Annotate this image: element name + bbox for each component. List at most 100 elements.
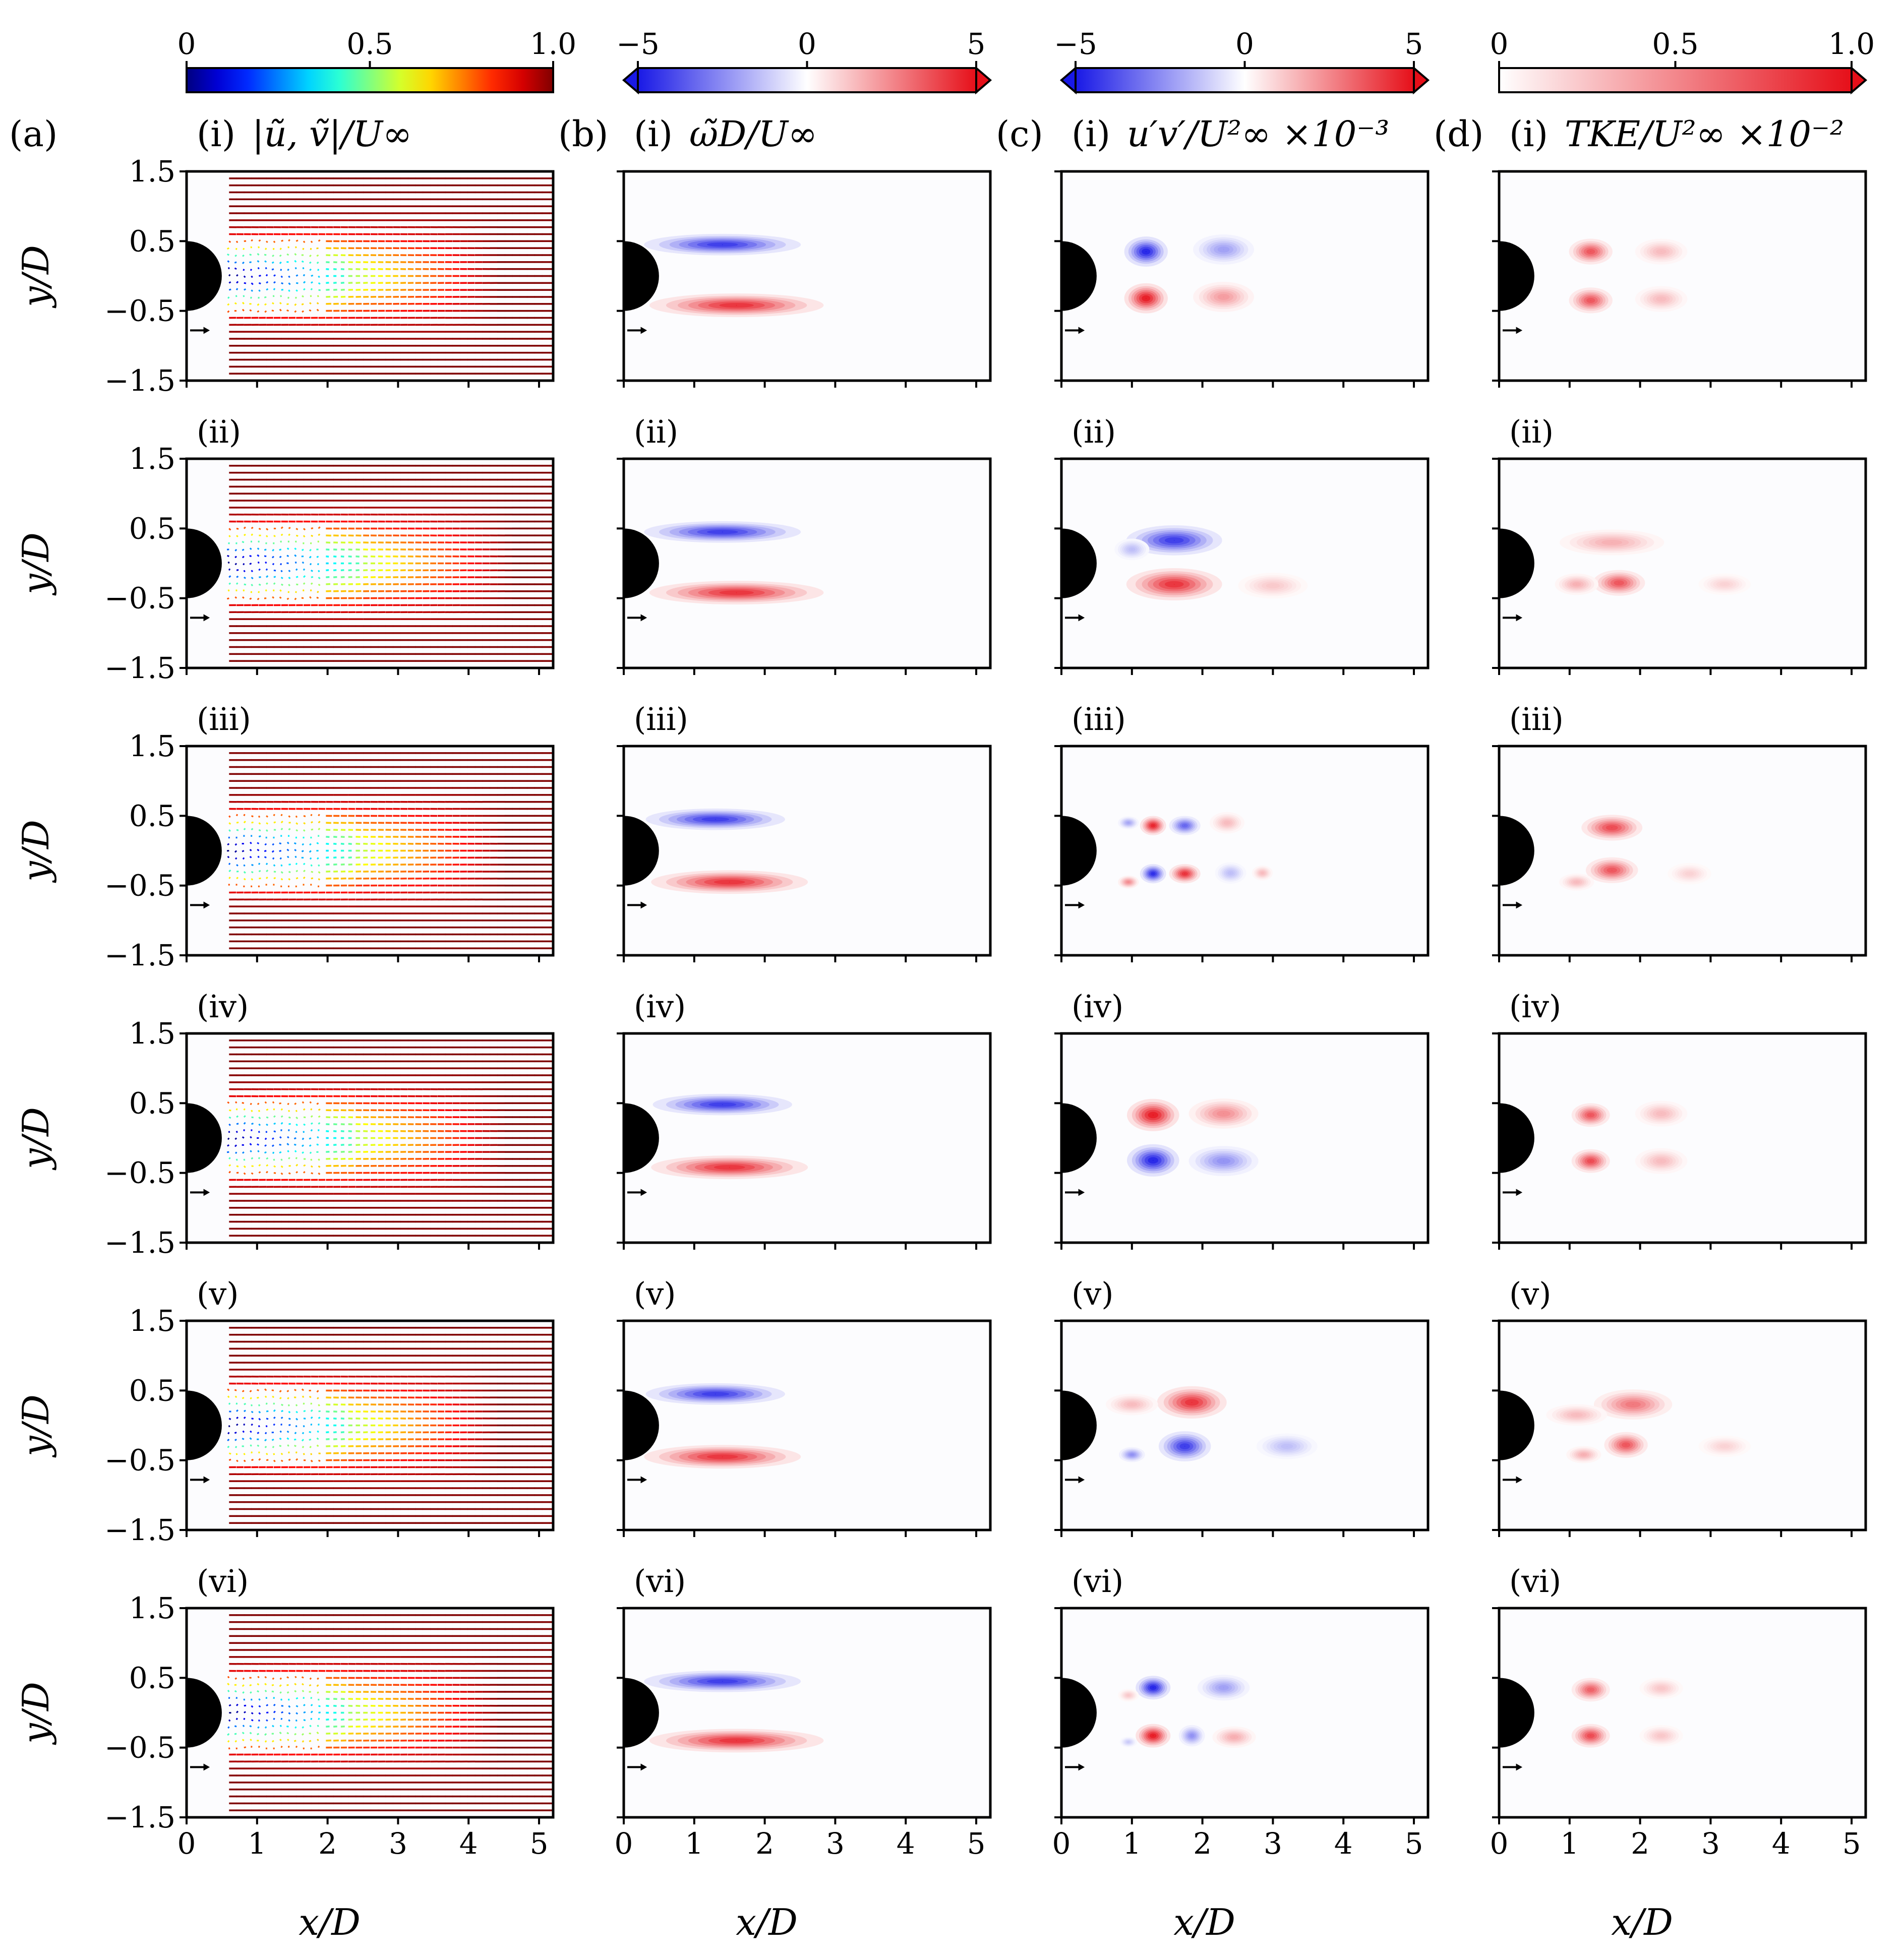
panel-background (624, 171, 990, 381)
colorbar-tick-label: 0 (177, 27, 196, 61)
velocity-vector (309, 261, 312, 264)
velocity-vector (242, 1102, 245, 1104)
velocity-vector (227, 253, 229, 256)
velocity-vector (234, 254, 237, 257)
velocity-vector (235, 1108, 238, 1111)
contour-level (1145, 251, 1147, 253)
velocity-vector (228, 1164, 231, 1167)
velocity-vector (243, 1122, 246, 1125)
panel-content (187, 171, 553, 381)
velocity-vector (236, 864, 239, 867)
velocity-vector (333, 268, 337, 270)
velocity-vector (303, 240, 306, 243)
velocity-vector (249, 1143, 252, 1146)
velocity-vector (264, 303, 267, 306)
velocity-vector (266, 528, 269, 531)
velocity-vector (244, 288, 247, 291)
velocity-vector (280, 871, 283, 874)
contour-level (1131, 548, 1133, 550)
velocity-vector (266, 288, 269, 291)
velocity-vector (266, 1109, 269, 1111)
velocity-vector (288, 828, 291, 831)
velocity-vector (287, 246, 289, 249)
panel-letter: (b) (558, 113, 608, 155)
panel-content (1061, 812, 1273, 909)
reference-arrow-head (203, 327, 210, 334)
column-header-3: (c) (i) u′v′/U²∞ ×10⁻³ (996, 113, 1389, 155)
velocity-vector (318, 577, 321, 580)
velocity-vector (309, 563, 312, 566)
velocity-vector (258, 829, 261, 832)
contour-level (1152, 825, 1154, 826)
velocity-vector (316, 309, 319, 312)
colorbar-tick-label: 1.0 (530, 27, 576, 61)
colorbar-extend-max (975, 66, 992, 95)
panel-frame (622, 170, 992, 382)
velocity-vector (242, 301, 245, 304)
velocity-vector (303, 528, 306, 531)
velocity-vector (309, 596, 312, 599)
contour-blob (644, 233, 801, 256)
contour-level (1173, 539, 1175, 541)
cylinder (1061, 241, 1097, 311)
velocity-vector (272, 248, 275, 250)
colorbar-1: 0 0.5 1.0 (177, 27, 576, 93)
velocity-vector (258, 568, 261, 571)
velocity-vector (326, 268, 329, 271)
reference-arrow-head (1516, 614, 1523, 622)
velocity-vector (272, 295, 275, 297)
velocity-vector (257, 1150, 260, 1152)
velocity-vector (318, 583, 321, 586)
velocity-vector (288, 1157, 290, 1159)
panel-4-1 (1492, 170, 1867, 388)
velocity-vector (251, 878, 254, 881)
velocity-vector (280, 1165, 283, 1168)
velocity-vector (259, 877, 261, 880)
velocity-vector (242, 850, 245, 852)
velocity-vector (280, 570, 283, 573)
colorbar-bar (1498, 67, 1853, 93)
velocity-vector (243, 1158, 246, 1161)
velocity-vector (316, 254, 319, 257)
column-header-4: (d) (i) TKE/U²∞ ×10⁻² (1434, 113, 1844, 155)
velocity-vector (243, 864, 246, 867)
row-label: (i) (197, 113, 235, 155)
contour-blob (1668, 863, 1711, 885)
velocity-vector (257, 267, 260, 270)
velocity-vector (257, 260, 260, 263)
velocity-vector (249, 855, 252, 859)
contour-level (736, 592, 737, 593)
velocity-vector (243, 275, 246, 278)
panel-content (1499, 238, 1688, 334)
velocity-vector (251, 828, 254, 831)
velocity-vector (280, 576, 283, 579)
y-tick-label: −0.5 (104, 581, 175, 616)
velocity-vector (318, 871, 321, 874)
velocity-vector (234, 843, 237, 846)
row-label: (i) (634, 113, 673, 155)
contour-blob (1569, 287, 1613, 314)
velocity-vector (257, 1143, 260, 1146)
panel-2-1 (617, 170, 992, 388)
contour-level (1611, 542, 1613, 543)
velocity-vector (333, 548, 337, 551)
column-title: ω̃D/U∞ (689, 113, 817, 155)
contour-level (729, 881, 730, 883)
contour-level (1611, 827, 1613, 828)
contour-blob (1585, 857, 1638, 883)
colorbar-4: 0 0.5 1.0 (1490, 27, 1875, 95)
y-tick-label: −0.5 (104, 294, 175, 328)
contour-blob (644, 521, 801, 543)
velocity-vector (317, 540, 320, 543)
panel-background (1499, 171, 1866, 381)
velocity-vector (340, 569, 344, 572)
velocity-vector (273, 814, 275, 817)
panel-content (624, 808, 808, 909)
velocity-vector (318, 878, 321, 881)
contour-blob (1124, 236, 1168, 267)
velocity-vector (318, 282, 321, 285)
velocity-vector (317, 269, 320, 271)
velocity-vector (266, 822, 269, 825)
velocity-vector (266, 1116, 269, 1119)
